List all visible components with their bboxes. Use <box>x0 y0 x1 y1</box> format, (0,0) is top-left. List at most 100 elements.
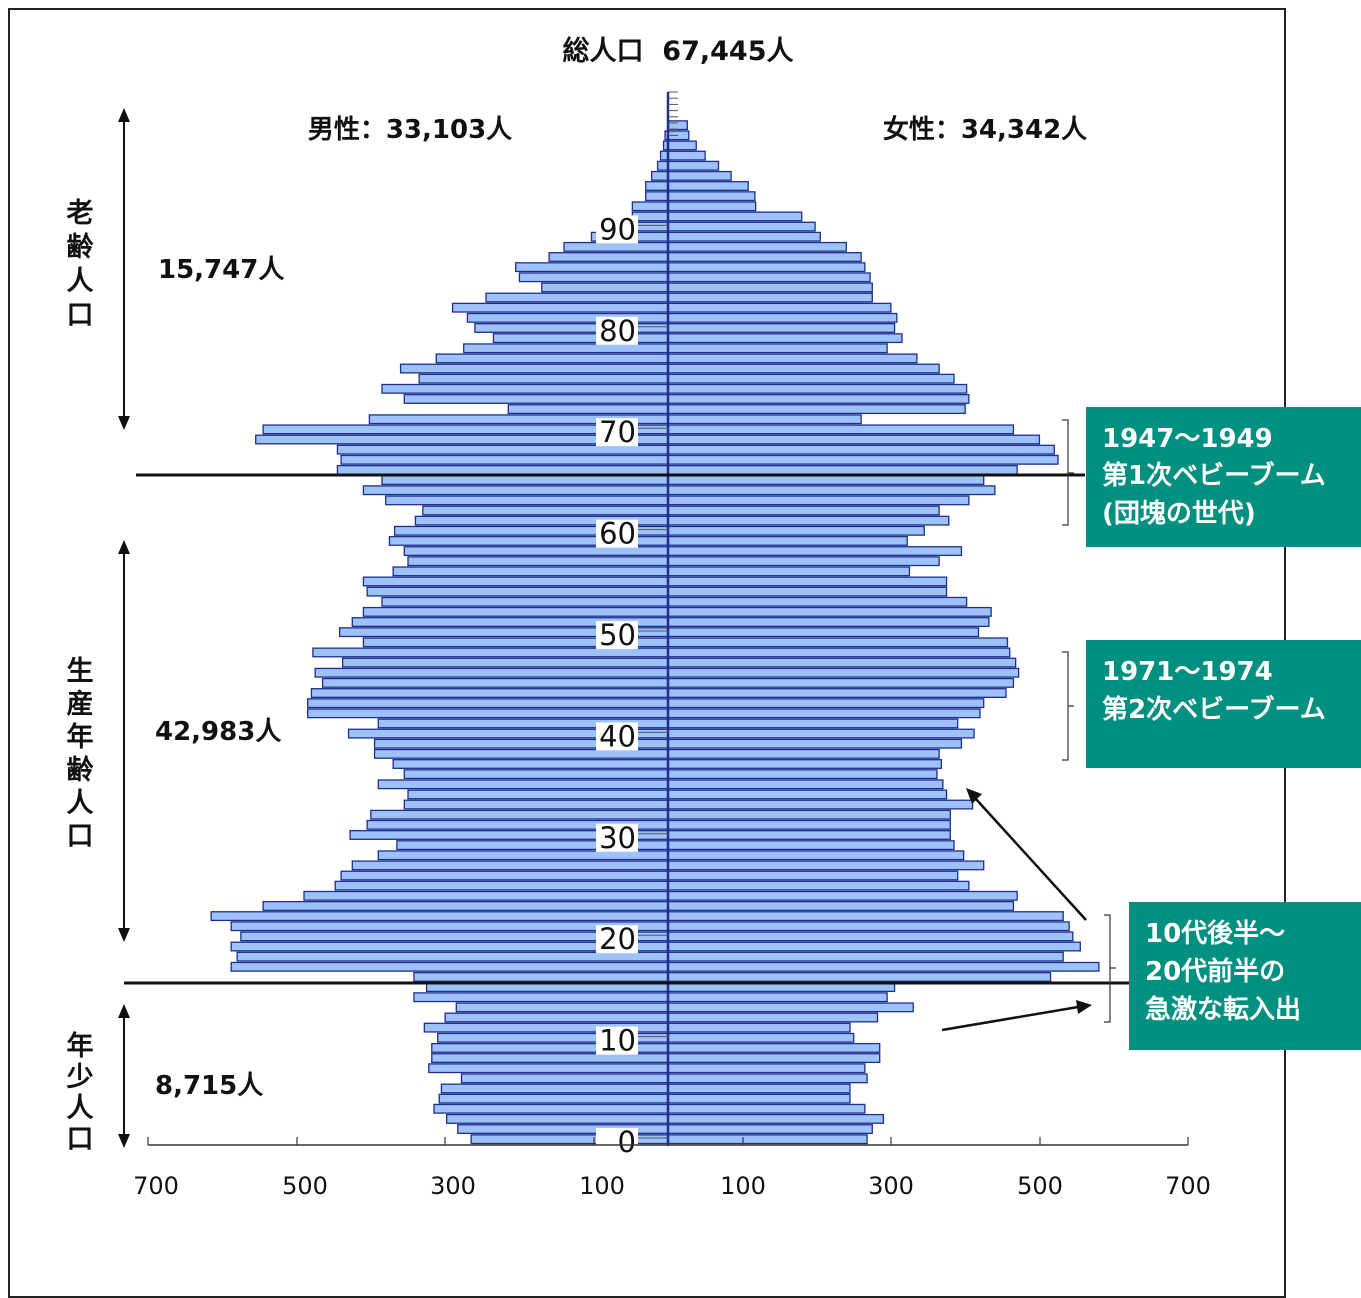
female-bar-age-52 <box>667 606 992 617</box>
male-bar-age-86 <box>515 262 669 273</box>
female-bar-age-91 <box>667 211 803 222</box>
female-bar-age-64 <box>667 485 996 496</box>
male-bar-age-43 <box>307 698 669 709</box>
male-bar-age-79 <box>492 333 669 344</box>
bracket-migration <box>1104 914 1116 1023</box>
female-total-label: 女性：34,342人 <box>883 114 1087 145</box>
callout-baby-boom-2: 1971～1974 第2次ベビーブーム <box>1086 640 1361 768</box>
callout-baby-boom-1: 1947～1949 第1次ベビーブーム (団塊の世代) <box>1086 407 1361 547</box>
female-bar-age-24 <box>667 890 1018 901</box>
callout-migration-line-3: 急激な転入出 <box>1145 994 1301 1025</box>
age-tick-bg <box>596 316 638 345</box>
female-bar-age-6 <box>667 1073 868 1084</box>
female-bar-age-48 <box>667 647 1011 658</box>
female-bar-age-47 <box>667 657 1017 668</box>
male-bar-age-25 <box>334 880 669 891</box>
age-tick-bg <box>596 1128 638 1156</box>
male-bar-age-93 <box>645 191 669 202</box>
female-bar-age-57 <box>667 556 940 567</box>
female-bar-age-26 <box>667 870 959 881</box>
male-bar-age-35 <box>377 779 669 790</box>
female-bar-age-46 <box>667 667 1020 678</box>
male-bar-age-73 <box>403 393 669 404</box>
male-bar-age-94 <box>645 181 669 191</box>
female-bar-age-69 <box>667 434 1041 445</box>
male-bar-age-80 <box>474 323 669 333</box>
female-bar-age-12 <box>667 1012 879 1023</box>
male-bar-age-56 <box>392 566 669 577</box>
female-bar-age-4 <box>667 1093 851 1104</box>
male-bar-age-66 <box>336 464 669 475</box>
female-bar-age-45 <box>667 677 1015 688</box>
female-bar-age-0 <box>667 1134 868 1145</box>
male-bar-age-82 <box>451 302 669 313</box>
male-bar-age-75 <box>418 373 669 384</box>
male-bar-age-83 <box>485 292 669 303</box>
age-tick-0: 0 <box>618 1125 636 1159</box>
age-tick-bg <box>596 1026 638 1055</box>
female-bar-age-77 <box>667 353 918 364</box>
female-bar-age-94 <box>667 181 749 191</box>
age-group-youth-label: 年少人口 <box>67 1030 94 1155</box>
male-bar-age-27 <box>351 860 669 871</box>
x-tick-label-right-100: 100 <box>720 1172 766 1200</box>
age-group-elderly: 老齢人口 15,747人 <box>67 108 284 430</box>
male-bar-age-22 <box>210 911 669 922</box>
male-bar-age-92 <box>631 201 669 212</box>
female-bar-age-85 <box>667 272 871 283</box>
age-tick-50: 50 <box>599 618 636 652</box>
female-bar-age-5 <box>667 1083 851 1094</box>
female-bar-age-37 <box>667 759 943 769</box>
female-bar-age-71 <box>667 414 862 425</box>
male-bar-age-4 <box>438 1093 669 1104</box>
male-bar-age-55 <box>362 576 669 587</box>
female-bar-age-17 <box>667 961 1100 972</box>
female-bar-age-16 <box>667 971 1052 982</box>
migration-arrow-right <box>941 1000 1092 1032</box>
male-bar-age-0 <box>470 1134 669 1145</box>
male-bar-age-12 <box>444 1012 669 1023</box>
female-bar-age-54 <box>667 586 948 597</box>
age-tick-80: 80 <box>599 314 636 348</box>
female-bar-age-35 <box>667 779 944 790</box>
male-bar-age-95 <box>651 170 669 181</box>
age-group-elderly-label: 老齢人口 <box>67 198 94 331</box>
female-bar-age-58 <box>667 546 963 557</box>
chart-title: 総人口 67,445人 <box>563 35 794 67</box>
female-bar-age-88 <box>667 241 847 252</box>
callout-baby-boom-1-line-1: 1947～1949 <box>1102 424 1273 454</box>
female-bar-age-83 <box>667 292 873 303</box>
male-bar-age-64 <box>362 485 669 496</box>
female-bar-age-66 <box>667 464 1018 475</box>
female-bar-age-39 <box>667 738 963 749</box>
male-bar-age-84 <box>541 282 669 293</box>
female-bar-age-76 <box>667 363 940 374</box>
female-bar-age-100 <box>667 120 688 131</box>
female-bar-age-22 <box>667 911 1064 922</box>
female-bar-age-98 <box>667 140 697 151</box>
bracket-baby-boom-2 <box>1062 651 1074 761</box>
female-bar-age-38 <box>667 748 940 759</box>
male-bar-age-78 <box>463 343 669 354</box>
female-bar-age-13 <box>667 1002 914 1013</box>
male-bar-age-13 <box>455 1002 669 1013</box>
male-bar-age-44 <box>310 688 669 698</box>
age-tick-bg <box>596 215 638 244</box>
female-bar-age-61 <box>667 515 950 526</box>
callout-migration-line-2: 20代前半の <box>1145 956 1285 987</box>
male-bar-age-7 <box>428 1063 669 1074</box>
male-bar-age-23 <box>262 900 669 911</box>
age-tick-10: 10 <box>599 1024 636 1058</box>
female-bar-age-34 <box>667 789 948 800</box>
age-group-youth-count: 8,715人 <box>155 1071 263 1101</box>
male-bar-age-24 <box>303 890 669 901</box>
male-bar-age-37 <box>392 759 669 769</box>
x-tick-label-right-700: 700 <box>1165 1172 1211 1200</box>
callout-baby-boom-1-line-3: (団塊の世代) <box>1102 499 1256 529</box>
female-bar-age-95 <box>667 170 732 181</box>
female-bar-age-1 <box>667 1124 873 1135</box>
age-tick-labels: 0 10 20 30 40 50 60 70 80 90 <box>596 212 668 1159</box>
female-bar-age-43 <box>667 698 985 709</box>
female-bar-age-78 <box>667 343 888 354</box>
